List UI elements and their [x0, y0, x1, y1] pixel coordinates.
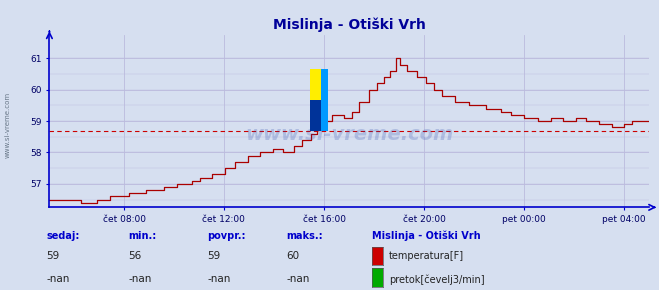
- Bar: [321, 69, 328, 131]
- Text: 56: 56: [129, 251, 142, 261]
- Text: 59: 59: [208, 251, 221, 261]
- Bar: [310, 69, 321, 100]
- Text: maks.:: maks.:: [287, 231, 324, 240]
- Text: min.:: min.:: [129, 231, 157, 240]
- Text: sedaj:: sedaj:: [46, 231, 80, 240]
- Title: Mislinja - Otiški Vrh: Mislinja - Otiški Vrh: [273, 18, 426, 32]
- Bar: [310, 100, 321, 131]
- Text: -nan: -nan: [287, 274, 310, 284]
- Text: -nan: -nan: [46, 274, 69, 284]
- Text: Mislinja - Otiški Vrh: Mislinja - Otiški Vrh: [372, 231, 481, 241]
- Text: www.si-vreme.com: www.si-vreme.com: [245, 125, 453, 144]
- Text: temperatura[F]: temperatura[F]: [389, 251, 464, 261]
- Text: -nan: -nan: [208, 274, 231, 284]
- Text: -nan: -nan: [129, 274, 152, 284]
- Text: www.si-vreme.com: www.si-vreme.com: [5, 92, 11, 158]
- Text: pretok[čevelj3/min]: pretok[čevelj3/min]: [389, 274, 484, 284]
- Text: 59: 59: [46, 251, 59, 261]
- Text: povpr.:: povpr.:: [208, 231, 246, 240]
- Text: 60: 60: [287, 251, 300, 261]
